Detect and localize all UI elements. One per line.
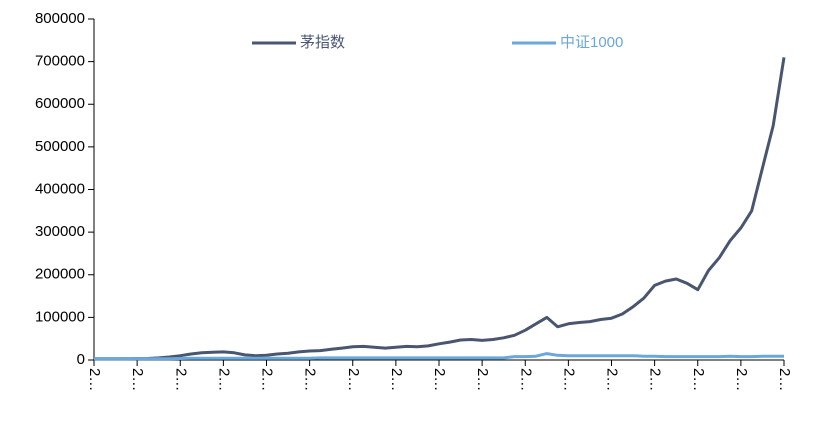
y-tick-label: 600000 xyxy=(35,95,85,112)
y-tick-label: 400000 xyxy=(35,180,85,197)
x-tick-label: 2… xyxy=(345,368,362,391)
legend-label: 茅指数 xyxy=(300,34,345,51)
x-tick-label: 2… xyxy=(517,368,534,391)
x-tick-label: 2… xyxy=(776,368,793,391)
x-tick-label: 2… xyxy=(129,368,146,391)
x-tick-label: 2… xyxy=(560,368,577,391)
y-tick-label: 300000 xyxy=(35,223,85,240)
y-tick-label: 100000 xyxy=(35,308,85,325)
x-tick-label: 2… xyxy=(604,368,621,391)
y-tick-label: 800000 xyxy=(35,10,85,27)
legend-label: 中证1000 xyxy=(560,34,623,51)
y-tick-label: 200000 xyxy=(35,266,85,283)
x-tick-label: 2… xyxy=(302,368,319,391)
y-tick-label: 700000 xyxy=(35,53,85,70)
x-tick-label: 2… xyxy=(431,368,448,391)
x-tick-label: 2… xyxy=(690,368,707,391)
x-tick-label: 2… xyxy=(647,368,664,391)
y-tick-label: 0 xyxy=(77,351,85,368)
x-tick-label: 2… xyxy=(259,368,276,391)
x-tick-label: 2… xyxy=(474,368,491,391)
x-tick-label: 2… xyxy=(86,368,103,391)
y-tick-label: 500000 xyxy=(35,138,85,155)
x-tick-label: 2… xyxy=(172,368,189,391)
series-line xyxy=(94,57,786,361)
x-tick-label: 2… xyxy=(733,368,750,391)
x-tick-label: 2… xyxy=(388,368,405,391)
x-tick-label: 2… xyxy=(215,368,232,391)
series-line xyxy=(94,352,784,361)
